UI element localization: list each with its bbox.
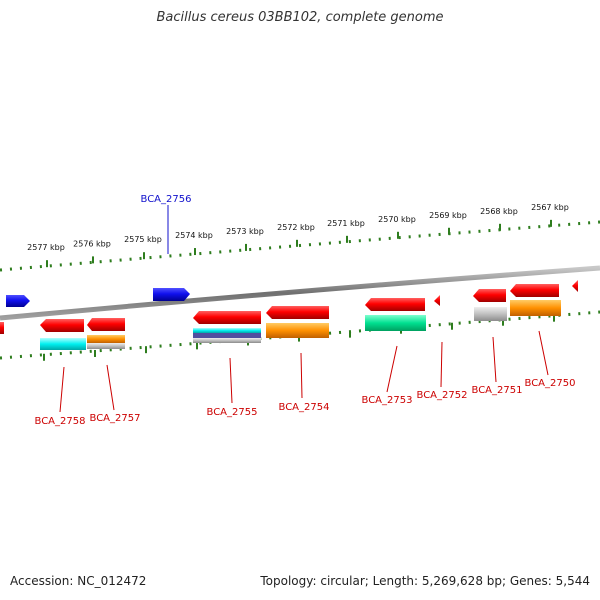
callout-BCA_2757 [106, 364, 115, 411]
gene-label-BCA_2757: BCA_2757 [90, 413, 141, 424]
upper-ruler-dots [0, 220, 600, 272]
gene-label-BCA_2758: BCA_2758 [35, 416, 86, 427]
gene-arrow-edge-right[interactable] [572, 280, 578, 292]
kbp-label: 2573 kbp [226, 227, 264, 236]
upper-tick-ruler [0, 219, 600, 272]
gene-arrow-BCA_2757[interactable] [87, 318, 125, 331]
forward-strand-genes: BCA_2756 [6, 194, 191, 307]
genome-title: Bacillus cereus 03BB102, complete genome [156, 10, 444, 25]
gene-label-BCA_2754: BCA_2754 [279, 402, 330, 413]
topology-label: Topology: circular; Length: 5,269,628 bp… [260, 574, 590, 588]
feature-gray-BCA_2757 [87, 343, 125, 349]
callout-BCA_2750 [538, 330, 549, 376]
gene-label-BCA_2755: BCA_2755 [207, 407, 258, 418]
gene-arrow-edge-left[interactable] [0, 322, 4, 334]
gene-arrow-BCA_2758[interactable] [40, 319, 84, 332]
kbp-label: 2572 kbp [277, 223, 315, 232]
gene-arrow-BCA_2751[interactable] [473, 289, 506, 302]
gene-label-BCA_2753: BCA_2753 [362, 395, 413, 406]
kbp-labels: 2577 kbp 2576 kbp 2575 kbp 2574 kbp 2573 kbp… [27, 203, 569, 252]
callout-BCA_2751 [492, 336, 497, 383]
callout-BCA_2753 [386, 345, 398, 393]
reverse-gene-callouts [59, 330, 549, 413]
kbp-label: 2577 kbp [27, 243, 65, 252]
callout-BCA_2754 [300, 352, 303, 399]
reverse-strand-genes [0, 280, 578, 350]
callout-BCA_2758 [59, 366, 65, 413]
feature-cyan-BCA_2755 [193, 328, 261, 333]
gene-arrow-BCA_2754[interactable] [266, 306, 329, 319]
gene-label-BCA_2750: BCA_2750 [525, 378, 576, 389]
upper-major-ticks [46, 219, 552, 268]
kbp-label: 2574 kbp [175, 231, 213, 240]
feature-orange-BCA_2750 [510, 300, 561, 316]
reverse-gene-labels: BCA_2758 BCA_2757 BCA_2755 BCA_2754 BCA_… [35, 378, 576, 427]
gene-label-BCA_2756: BCA_2756 [141, 194, 192, 205]
kbp-label: 2569 kbp [429, 211, 467, 220]
kbp-label: 2576 kbp [73, 239, 111, 248]
gene-arrow-BCA_2750[interactable] [510, 284, 559, 297]
gene-arrow-BCA_2753[interactable] [365, 298, 425, 311]
genome-backbone [0, 265, 600, 321]
kbp-label: 2571 kbp [327, 219, 365, 228]
gene-arrow-BCA_2755[interactable] [193, 311, 261, 324]
gene-arrow-BCA_2752[interactable] [434, 295, 440, 306]
kbp-label: 2567 kbp [531, 203, 569, 212]
gene-label-BCA_2751: BCA_2751 [472, 385, 523, 396]
kbp-label: 2570 kbp [378, 215, 416, 224]
kbp-label: 2575 kbp [124, 235, 162, 244]
callout-BCA_2752 [440, 341, 443, 388]
gene-arrow-BCA_2756[interactable] [153, 288, 190, 301]
accession-label: Accession: NC_012472 [10, 574, 147, 588]
gene-arrow-fwd-left[interactable] [6, 295, 30, 307]
callout-BCA_2755 [229, 357, 233, 404]
feature-orange-BCA_2754 [266, 323, 329, 338]
feature-cyan-BCA_2758 [40, 338, 86, 350]
gene-label-BCA_2752: BCA_2752 [417, 390, 468, 401]
feature-purple-BCA_2755 [193, 333, 261, 338]
feature-gray-BCA_2751 [474, 307, 507, 321]
kbp-label: 2568 kbp [480, 207, 518, 216]
feature-green-BCA_2753 [365, 315, 426, 331]
feature-orange-BCA_2757 [87, 335, 125, 343]
feature-gray-BCA_2755 [193, 338, 261, 343]
